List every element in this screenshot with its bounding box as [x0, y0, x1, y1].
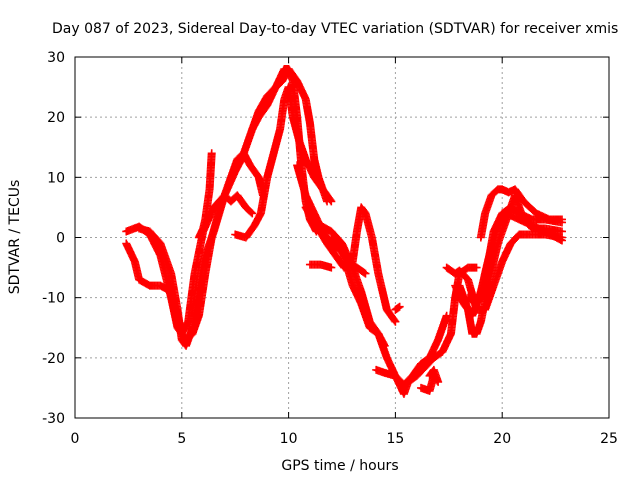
data-point	[391, 317, 400, 326]
series-18	[451, 209, 567, 320]
y-tick-label: -20	[42, 351, 65, 367]
data-point	[426, 370, 435, 379]
chart-title: Day 087 of 2023, Sidereal Day-to-day VTE…	[52, 21, 618, 37]
x-tick-label: 0	[71, 431, 80, 447]
data-point	[360, 268, 369, 277]
y-tick-label: 0	[56, 231, 65, 247]
x-tick-label: 25	[600, 431, 618, 447]
y-tick-label: -10	[42, 291, 65, 307]
y-tick-label: 30	[47, 50, 65, 66]
data-point	[558, 227, 567, 236]
series-0	[122, 191, 257, 338]
y-tick-label: 10	[47, 170, 65, 186]
y-axis-title: SDTVAR / TECUs	[7, 180, 23, 295]
series-8	[305, 260, 336, 272]
data-point	[558, 215, 567, 224]
series-11	[372, 263, 481, 398]
data-point	[248, 209, 257, 218]
data-point	[327, 263, 336, 272]
x-axis-title: GPS time / hours	[281, 458, 398, 474]
data-point	[323, 197, 332, 206]
data-point	[390, 316, 399, 325]
x-tick-label: 5	[177, 431, 186, 447]
x-tick-label: 15	[386, 431, 404, 447]
series-17	[476, 185, 567, 242]
x-tick-label: 10	[280, 431, 298, 447]
series-5	[248, 65, 332, 206]
axis-ticks	[74, 56, 610, 419]
data-point	[207, 149, 216, 158]
data-point	[361, 269, 370, 278]
tick-labels: 0 5 10 15 20 25 -30 -20 -10 0 10 20 30	[42, 50, 618, 447]
x-tick-label: 20	[493, 431, 511, 447]
series-3	[194, 149, 216, 242]
series-13	[417, 365, 443, 395]
data-points	[122, 65, 567, 398]
data-point	[395, 302, 404, 311]
data-point	[425, 371, 434, 380]
grid-lines	[75, 57, 609, 418]
series-12	[391, 302, 404, 314]
data-point	[247, 208, 256, 217]
y-tick-label: 20	[47, 110, 65, 126]
data-point	[472, 263, 481, 272]
y-tick-label: -30	[42, 411, 65, 427]
data-point	[558, 236, 567, 245]
